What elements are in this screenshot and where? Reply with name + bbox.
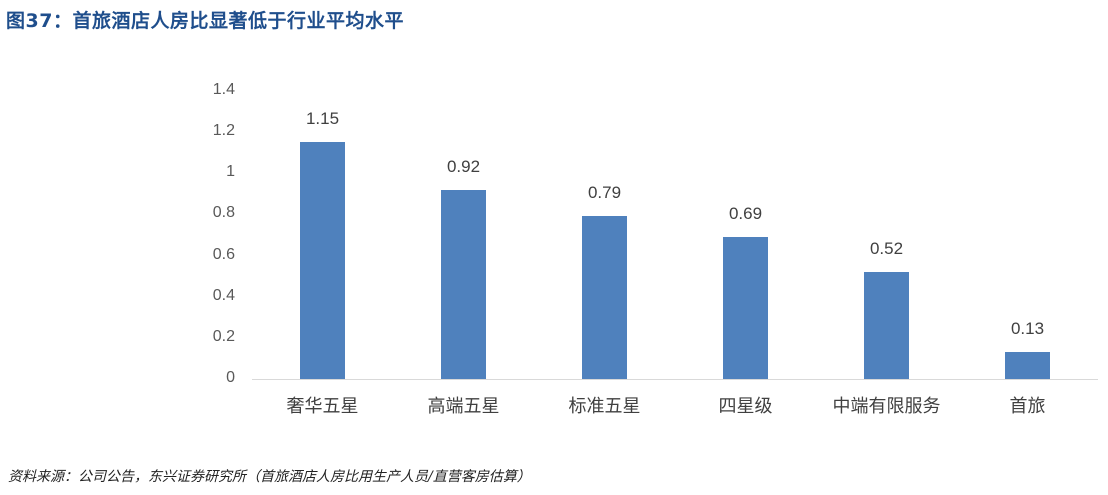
x-axis-line <box>252 379 1098 380</box>
value-label: 0.92 <box>446 156 481 176</box>
x-category-label: 首旅 <box>1009 396 1046 417</box>
x-category-label: 四星级 <box>718 396 773 417</box>
value-label: 0.13 <box>1010 319 1045 339</box>
bar <box>582 216 627 379</box>
source-note: 资料来源：公司公告，东兴证券研究所（首旅酒店人房比用生产人员/直营客房估算） <box>8 469 531 485</box>
bar <box>864 272 909 379</box>
bar <box>1005 352 1050 379</box>
figure-title: 图37：首旅酒店人房比显著低于行业平均水平 <box>6 10 404 32</box>
x-category-label: 标准五星 <box>568 396 641 417</box>
x-category-label: 高端五星 <box>427 396 500 417</box>
bar <box>441 189 486 379</box>
bar <box>300 142 345 379</box>
y-tick-label: 1.4 <box>212 81 235 98</box>
y-tick-label: 1.2 <box>212 122 235 140</box>
value-label: 0.52 <box>869 239 904 259</box>
y-tick-label: 0.4 <box>212 286 235 304</box>
y-tick-label: 1 <box>226 163 235 181</box>
x-category-label: 中端有限服务 <box>832 396 941 417</box>
value-label: 0.79 <box>587 183 622 203</box>
value-label: 1.15 <box>305 109 340 129</box>
bar <box>723 237 768 379</box>
y-tick-label: 0.2 <box>212 327 235 345</box>
y-tick-label: 0.8 <box>212 204 235 222</box>
x-category-label: 奢华五星 <box>286 396 359 417</box>
y-tick-label: 0 <box>226 369 235 386</box>
value-label: 0.69 <box>728 204 763 224</box>
y-tick-label: 0.6 <box>212 245 235 263</box>
